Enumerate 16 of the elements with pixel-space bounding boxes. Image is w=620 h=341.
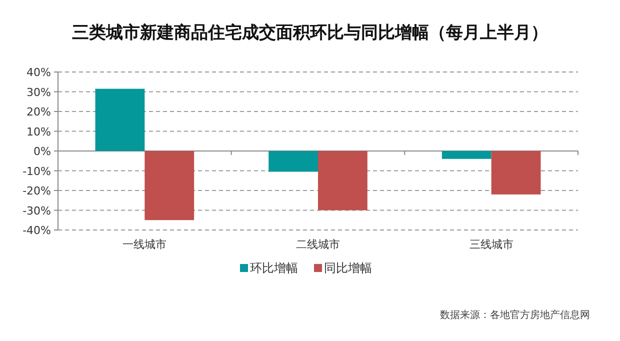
y-tick-label: -20% xyxy=(22,184,51,198)
y-tick-label: -30% xyxy=(22,204,51,218)
y-tick-label: 0% xyxy=(34,145,51,158)
chart-title: 三类城市新建商品住宅成交面积环比与同比增幅（每月上半月） xyxy=(72,23,548,42)
source-note: 数据来源：各地官方房地产信息网 xyxy=(440,309,590,321)
x-tick-label: 二线城市 xyxy=(296,238,340,251)
y-tick-label: 10% xyxy=(26,125,51,138)
y-tick-label: 40% xyxy=(26,66,51,79)
y-tick-label: -10% xyxy=(22,164,51,178)
y-tick-label: -40% xyxy=(22,224,51,237)
legend-label: 环比增幅 xyxy=(250,261,298,275)
y-tick-label: 30% xyxy=(26,86,51,99)
x-tick-label: 一线城市 xyxy=(122,238,167,251)
y-tick-label: 20% xyxy=(26,106,51,118)
legend-label: 同比增幅 xyxy=(324,261,372,275)
x-tick-label: 三线城市 xyxy=(469,238,514,251)
